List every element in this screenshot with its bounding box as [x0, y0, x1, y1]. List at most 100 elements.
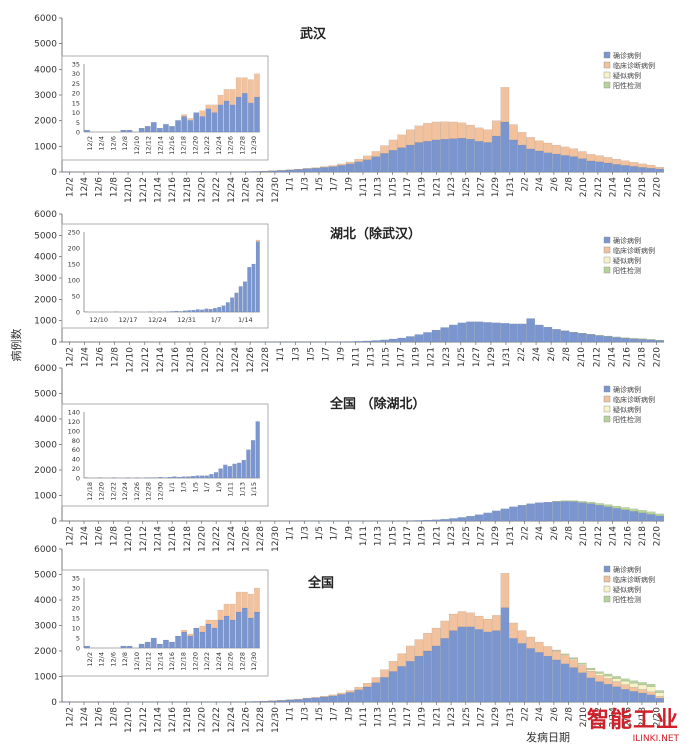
x-tick-label: 12/16 [168, 707, 178, 733]
inset-y-tick-label: 100 [68, 427, 80, 435]
inset-x-tick-label: 12/6 [109, 136, 117, 151]
inset-bar-segment [237, 462, 242, 479]
inset-bar-segment [205, 619, 212, 625]
x-tick-label: 1/31 [506, 707, 516, 727]
x-tick-label: 1/31 [506, 177, 516, 197]
inset-bar-segment [199, 625, 206, 633]
bar-segment [517, 630, 527, 644]
inset-y-tick-label: 30 [72, 70, 80, 78]
bar-segment [621, 338, 630, 343]
bar-segment [638, 338, 647, 340]
x-tick-label: 12/2 [65, 177, 75, 197]
x-tick-label: 12/12 [139, 707, 149, 733]
bar-segment [388, 338, 398, 343]
bars [62, 573, 664, 703]
bar-segment [621, 680, 630, 685]
bar-segment [500, 607, 510, 703]
bar-segment [595, 671, 604, 674]
x-tick-label: 12/20 [197, 177, 207, 203]
bar-segment [362, 340, 372, 343]
x-tick-label: 1/15 [388, 177, 398, 197]
inset-bar-segment [238, 286, 243, 313]
bar-segment [448, 324, 458, 343]
x-tick-label: 12/8 [109, 526, 119, 546]
x-tick-label: 12/26 [242, 177, 252, 203]
bar-segment [646, 694, 656, 703]
bar-segment [612, 686, 621, 703]
bar-segment [509, 124, 518, 141]
bar-segment [474, 127, 484, 142]
bar-segment [595, 155, 604, 162]
x-tick-label: 2/18 [638, 707, 648, 727]
x-tick-label: 2/16 [623, 177, 633, 197]
bar-segment [354, 687, 363, 690]
legend-swatch [603, 415, 611, 423]
bar-segment [629, 338, 639, 343]
inset-bar-segment [195, 475, 200, 479]
x-tick-label: 12/18 [183, 707, 193, 733]
bar-segment [526, 648, 535, 703]
x-tick-label: 1/13 [374, 526, 384, 546]
bar-segment [638, 689, 647, 694]
bar-segment [569, 657, 578, 659]
bar-segment [646, 686, 656, 692]
x-tick-label: 1/7 [330, 526, 340, 540]
bar-segment [440, 519, 449, 522]
inset-frame [61, 403, 269, 507]
inset-y-tick-label: 0 [76, 309, 80, 317]
x-tick-label: 12/24 [227, 177, 237, 203]
bar-segment [345, 161, 355, 164]
inset-bar-segment [204, 308, 209, 313]
x-tick-label: 2/12 [594, 707, 604, 727]
legend-swatch [603, 51, 611, 59]
x-tick-label: 1/1 [276, 347, 286, 361]
bar-segment [500, 323, 510, 343]
bar-segment [638, 163, 647, 168]
inset-x-tick-label: 1/14 [238, 316, 253, 324]
bar-segment [603, 157, 613, 164]
bar-segment [397, 666, 406, 703]
x-tick-label: 1/23 [447, 707, 457, 727]
x-tick-label: 2/14 [609, 177, 619, 197]
bar-segment [294, 169, 303, 173]
bar-segment [319, 695, 329, 698]
bar-segment [414, 142, 424, 173]
x-tick-label: 1/5 [315, 526, 325, 540]
legend-label: 阳性检测 [613, 595, 641, 604]
inset-bar-segment [195, 309, 200, 313]
bar-segment [517, 132, 527, 146]
x-tick-label: 2/12 [594, 177, 604, 197]
bar-segment [362, 155, 372, 160]
inset-bar-segment [255, 421, 260, 479]
bar-segment [543, 152, 553, 173]
legend-label: 确诊病例 [613, 385, 641, 394]
bar-segment [655, 692, 664, 697]
bar-segment [552, 144, 561, 155]
y-tick-label: 3000 [34, 274, 57, 284]
bar-segment [431, 519, 441, 522]
bar-segment [328, 166, 338, 173]
inset-bar-segment [227, 466, 233, 479]
bar-segment [509, 506, 518, 522]
x-tick-label: 2/20 [653, 177, 663, 197]
bar-segment [371, 682, 381, 703]
x-tick-label: 1/13 [374, 177, 384, 197]
bars [294, 500, 664, 522]
y-tick-label: 3000 [34, 441, 57, 451]
bar-segment [526, 636, 535, 649]
bar-segment [646, 514, 656, 522]
inset-bar-segment [241, 93, 248, 133]
x-tick-label: 1/31 [502, 347, 512, 367]
x-tick-label: 12/16 [171, 347, 181, 373]
bar-segment [560, 655, 570, 664]
inset-bar-segment [248, 102, 254, 133]
legend-label: 临床诊断病例 [613, 61, 655, 70]
bar-segment [405, 336, 415, 343]
bar-segment [638, 339, 647, 343]
bar-segment [388, 139, 398, 151]
bar-segment [552, 153, 561, 173]
inset-bar-segment [241, 607, 248, 649]
bar-segment [397, 134, 406, 148]
bar-segment [328, 694, 338, 697]
x-tick-label: 1/3 [291, 347, 301, 361]
